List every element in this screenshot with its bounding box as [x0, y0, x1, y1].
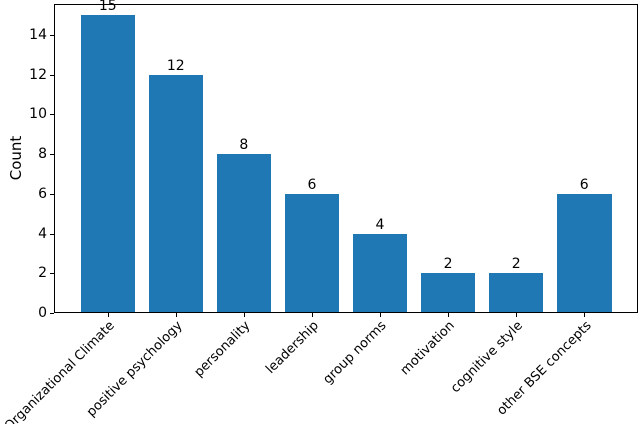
- y-tick-label: 4: [38, 225, 47, 242]
- plot-frame: [54, 4, 638, 313]
- bar: [80, 14, 135, 313]
- bar: [557, 193, 612, 313]
- y-tick: [50, 273, 54, 275]
- x-tick-label: leadership: [263, 318, 322, 378]
- y-tick: [50, 74, 54, 76]
- bar-value-label: 6: [579, 176, 589, 193]
- x-tick-label: motivation: [397, 318, 459, 379]
- x-tick-label: group norms: [320, 318, 390, 388]
- x-tick: [584, 313, 586, 317]
- x-tick: [516, 313, 518, 317]
- x-tick: [107, 313, 109, 317]
- y-tick-label: 6: [38, 185, 47, 202]
- y-tick: [50, 154, 54, 155]
- y-tick-label: 8: [38, 146, 47, 162]
- bar-value-label: 8: [239, 137, 249, 153]
- bar-value-label: 2: [443, 256, 453, 273]
- bar-value-label: 15: [98, 0, 117, 14]
- bar-value-label: 6: [307, 176, 317, 193]
- y-tick-label: 2: [38, 265, 47, 282]
- y-tick: [50, 233, 54, 235]
- y-tick-label: 0: [38, 305, 47, 321]
- x-tick: [380, 313, 381, 317]
- bar: [352, 233, 408, 313]
- x-tick: [312, 313, 313, 317]
- bar-value-label: 12: [166, 57, 185, 74]
- bar: [216, 154, 272, 313]
- x-tick-label: personality: [191, 318, 254, 381]
- y-axis-title: Count: [7, 135, 25, 181]
- bar: [148, 74, 204, 313]
- y-tick-label: 14: [29, 26, 47, 43]
- x-tick: [448, 313, 450, 317]
- x-tick: [175, 313, 177, 317]
- bar: [420, 273, 476, 313]
- y-tick: [50, 313, 54, 314]
- bar-value-label: 4: [375, 216, 385, 233]
- bar: [488, 273, 544, 313]
- y-tick: [50, 34, 54, 36]
- y-tick: [50, 193, 54, 195]
- y-tick-label: 12: [29, 66, 47, 83]
- bar: [284, 193, 340, 313]
- bar-value-label: 2: [511, 256, 521, 273]
- y-tick: [50, 114, 54, 116]
- x-tick: [243, 313, 245, 317]
- y-tick-label: 10: [29, 106, 47, 123]
- x-tick-label: cognitive style: [448, 318, 527, 397]
